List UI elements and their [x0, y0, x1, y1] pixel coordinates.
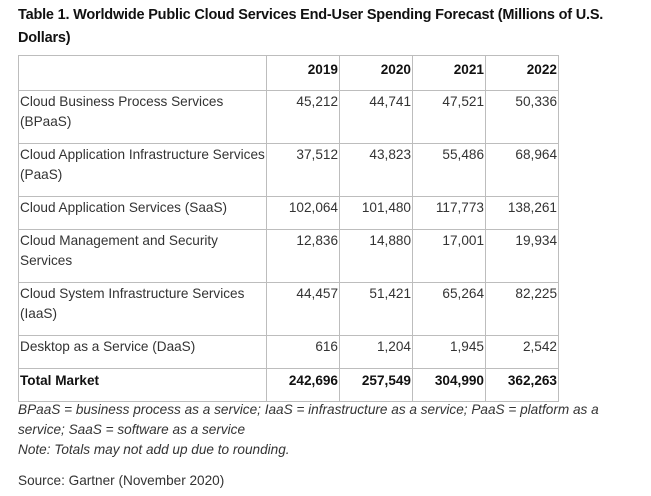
cell-value: 65,264	[412, 282, 486, 336]
cell-value: 2,542	[485, 335, 559, 369]
row-label: Cloud Management and Security Services	[18, 229, 267, 283]
cell-value: 19,934	[485, 229, 559, 283]
total-value: 242,696	[266, 368, 340, 402]
total-label: Total Market	[18, 368, 267, 402]
cell-value: 1,204	[339, 335, 413, 369]
header-cell-2019: 2019	[266, 55, 340, 91]
table-row: Cloud Application Services (SaaS) 102,06…	[18, 196, 559, 230]
header-row: 2019 2020 2021 2022	[18, 55, 559, 91]
header-cell-2020: 2020	[339, 55, 413, 91]
abbreviations-note: BPaaS = business process as a service; I…	[18, 402, 599, 437]
total-value: 304,990	[412, 368, 486, 402]
spending-table: 2019 2020 2021 2022 Cloud Business Proce…	[18, 55, 559, 402]
cell-value: 616	[266, 335, 340, 369]
table-row: Cloud Management and Security Services 1…	[18, 229, 559, 283]
source-note: Source: Gartner (November 2020)	[18, 473, 225, 488]
cell-value: 101,480	[339, 196, 413, 230]
table-row: Cloud Business Process Services (BPaaS) …	[18, 90, 559, 144]
cell-value: 14,880	[339, 229, 413, 283]
total-value: 257,549	[339, 368, 413, 402]
cell-value: 12,836	[266, 229, 340, 283]
cell-value: 50,336	[485, 90, 559, 144]
table-row: Desktop as a Service (DaaS) 616 1,204 1,…	[18, 335, 559, 369]
rounding-note: Note: Totals may not add up due to round…	[18, 442, 290, 457]
row-label: Cloud System Infrastructure Services (Ia…	[18, 282, 267, 336]
row-label: Cloud Application Services (SaaS)	[18, 196, 267, 230]
row-label: Desktop as a Service (DaaS)	[18, 335, 267, 369]
cell-value: 17,001	[412, 229, 486, 283]
cell-value: 82,225	[485, 282, 559, 336]
cell-value: 51,421	[339, 282, 413, 336]
cell-value: 44,741	[339, 90, 413, 144]
cell-value: 43,823	[339, 143, 413, 197]
total-value: 362,263	[485, 368, 559, 402]
cell-value: 47,521	[412, 90, 486, 144]
row-label: Cloud Application Infrastructure Service…	[18, 143, 267, 197]
row-label: Cloud Business Process Services (BPaaS)	[18, 90, 267, 144]
table-title: Table 1. Worldwide Public Cloud Services…	[18, 7, 604, 46]
cell-value: 68,964	[485, 143, 559, 197]
cell-value: 45,212	[266, 90, 340, 144]
cell-value: 55,486	[412, 143, 486, 197]
cell-value: 138,261	[485, 196, 559, 230]
header-cell-2022: 2022	[485, 55, 559, 91]
cell-value: 1,945	[412, 335, 486, 369]
cell-value: 102,064	[266, 196, 340, 230]
total-row: Total Market 242,696 257,549 304,990 362…	[18, 368, 559, 402]
header-cell-2021: 2021	[412, 55, 486, 91]
header-cell-empty	[18, 55, 267, 91]
cell-value: 37,512	[266, 143, 340, 197]
cell-value: 117,773	[412, 196, 486, 230]
cell-value: 44,457	[266, 282, 340, 336]
table-row: Cloud Application Infrastructure Service…	[18, 143, 559, 197]
table-row: Cloud System Infrastructure Services (Ia…	[18, 282, 559, 336]
